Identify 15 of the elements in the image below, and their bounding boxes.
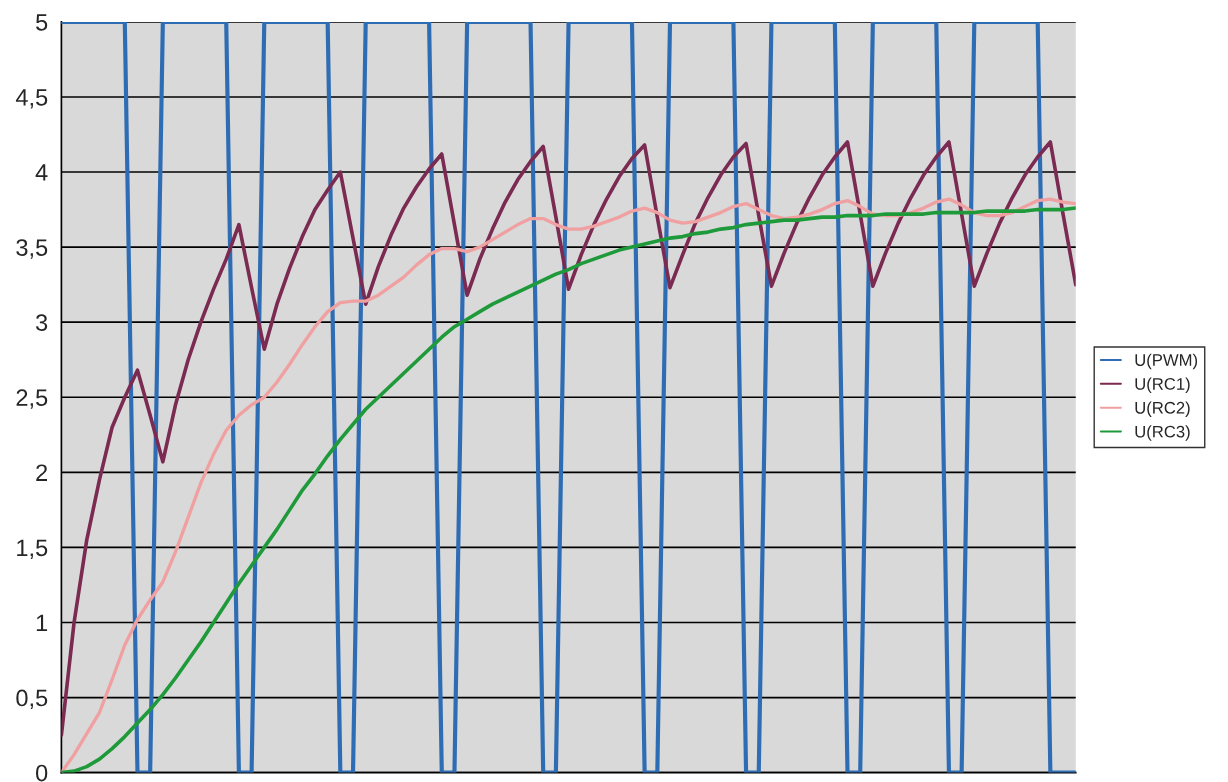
legend-label: U(RC3) bbox=[1135, 425, 1190, 441]
legend-label: U(PWM) bbox=[1135, 353, 1198, 370]
y-tick-label: 4 bbox=[35, 164, 48, 181]
y-tick-label: 0 bbox=[36, 764, 48, 782]
legend-label: U(RC2) bbox=[1135, 401, 1190, 417]
y-tick-label: 5 bbox=[36, 14, 48, 31]
y-tick-label: 1,5 bbox=[17, 539, 48, 559]
y-tick-label: 4,5 bbox=[15, 89, 48, 109]
y-tick-label: 2,5 bbox=[16, 389, 48, 409]
y-tick-label: 1 bbox=[36, 614, 48, 632]
legend-label: U(RC1) bbox=[1135, 377, 1190, 394]
y-tick-label: 3 bbox=[35, 314, 48, 331]
y-tick-label: 0,5 bbox=[16, 689, 48, 710]
y-tick-label: 3,5 bbox=[16, 239, 48, 259]
y-tick-label: 2 bbox=[36, 464, 48, 481]
